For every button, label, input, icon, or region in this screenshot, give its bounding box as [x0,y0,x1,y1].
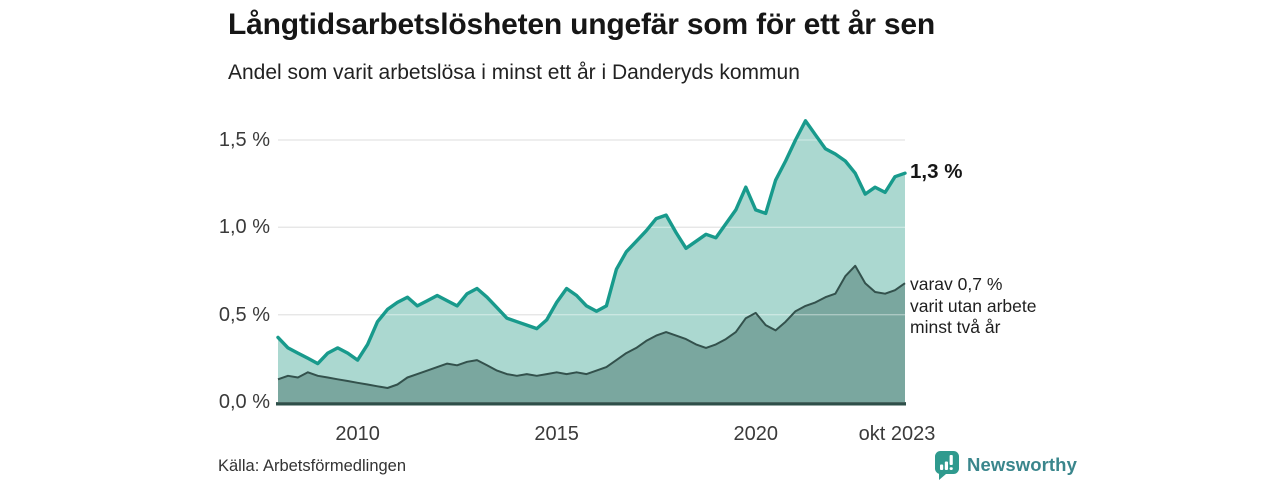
x-axis-label: 2010 [335,423,380,445]
latest-subseries-annotation: varav 0,7 % varit utan arbete minst två … [910,274,1036,339]
y-axis-label: 1,0 % [218,216,270,239]
x-axis-label: 2020 [733,423,778,445]
annotation-line-3: minst två år [910,317,1001,337]
newsworthy-branding: Newsworthy [934,450,1077,480]
x-axis-label: 2015 [534,423,579,445]
y-axis-label: 1,5 % [218,129,270,151]
brand-wordmark: Newsworthy [967,454,1077,475]
page-subtitle: Andel som varit arbetslösa i minst ett å… [228,61,800,84]
page-title: Långtidsarbetslösheten ungefär som för e… [228,8,936,41]
x-axis-label: okt 2023 [858,423,936,445]
annotation-line-2: varit utan arbete [910,295,1037,316]
y-axis-label: 0,5 % [218,303,270,326]
annotation-line-1: varav 0,7 % [910,274,1003,294]
y-axis-label: 0,0 % [218,391,270,413]
newsworthy-chart-bubble-icon [935,450,959,480]
latest-total-annotation: 1,3 % [910,160,963,183]
source-caption: Källa: Arbetsförmedlingen [218,457,407,475]
